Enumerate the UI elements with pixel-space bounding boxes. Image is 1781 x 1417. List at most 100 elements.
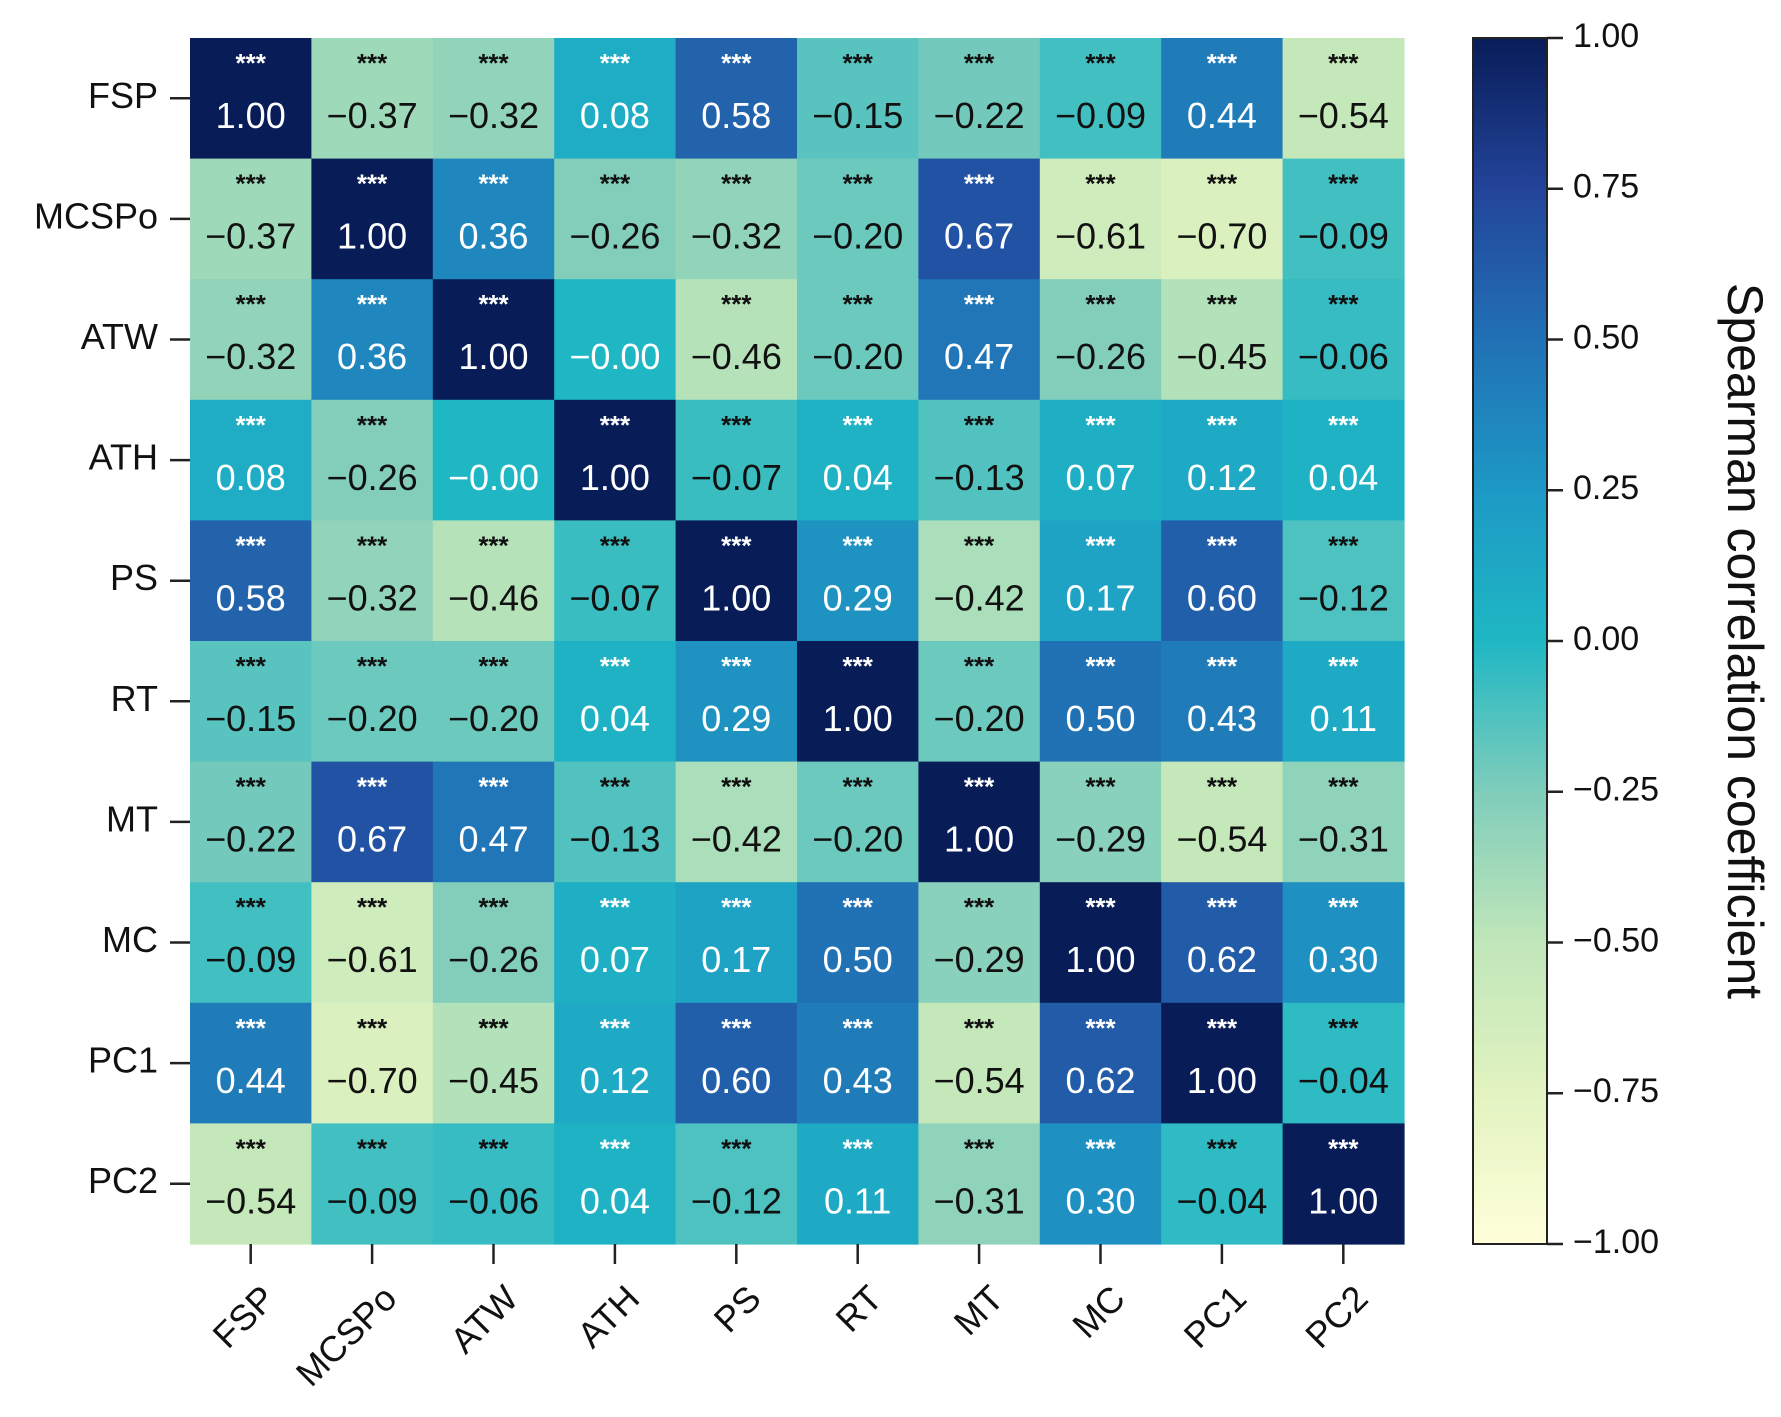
heatmap-cell: *** −0.09 xyxy=(1282,158,1405,280)
significance-stars: *** xyxy=(843,289,874,319)
cell-value-label: 0.44 xyxy=(1187,95,1257,136)
cell-value-label: −0.15 xyxy=(812,95,903,136)
x-tick-label: RT xyxy=(828,1277,890,1339)
heatmap-cell: *** 0.58 xyxy=(190,520,312,642)
heatmap-cell: *** 0.12 xyxy=(554,1002,677,1124)
significance-stars: *** xyxy=(357,1013,388,1043)
significance-stars: *** xyxy=(964,892,995,922)
colorbar: 1.00 0.75 0.50 0.25 0.00 −0.25 −0.50 −0.75 −1.00… xyxy=(1472,17,1773,1261)
cell-value-label: 0.29 xyxy=(701,698,771,739)
cell-value-label: −0.46 xyxy=(448,577,539,618)
significance-stars: *** xyxy=(1085,1013,1116,1043)
heatmap-cell-fill xyxy=(311,399,434,521)
heatmap-cell: *** −0.54 xyxy=(190,1123,312,1245)
cell-value-label: −0.61 xyxy=(327,939,418,980)
colorbar-tick-label: −0.25 xyxy=(1573,771,1659,809)
heatmap-cell-fill xyxy=(918,158,1041,280)
cell-value-label: −0.31 xyxy=(1298,819,1389,860)
cell-value-label: −0.42 xyxy=(934,577,1025,618)
colorbar-tick-label: 0.50 xyxy=(1573,318,1639,356)
heatmap-cell: *** −0.20 xyxy=(918,641,1041,763)
cell-value-label: 0.04 xyxy=(580,698,650,739)
heatmap-cell-fill xyxy=(675,1002,798,1124)
heatmap-cells: ***1.00***−0.37***−0.32***0.08***0.58***… xyxy=(190,38,1405,1245)
significance-stars: *** xyxy=(721,530,752,560)
significance-stars: *** xyxy=(600,410,631,440)
heatmap-cell: −0.00 xyxy=(432,399,555,521)
significance-stars: *** xyxy=(843,651,874,681)
cell-value-label: −0.04 xyxy=(1176,1180,1267,1221)
heatmap-cell-fill xyxy=(675,158,798,280)
heatmap-cell-fill xyxy=(1161,158,1284,280)
significance-stars: *** xyxy=(843,1133,874,1163)
cell-value-label: 0.08 xyxy=(216,457,286,498)
cell-value-label: −0.54 xyxy=(205,1180,296,1221)
heatmap-cell-fill xyxy=(797,1002,919,1124)
heatmap-cell-fill xyxy=(554,38,677,160)
colorbar-ticks: 1.00 0.75 0.50 0.25 0.00 −0.25 −0.50 −0.75 −1.00 xyxy=(1547,17,1659,1261)
heatmap-cell: *** −0.20 xyxy=(432,641,555,763)
y-tick-label: MT xyxy=(106,798,158,839)
significance-stars: *** xyxy=(236,169,267,199)
significance-stars: *** xyxy=(236,892,267,922)
significance-stars: *** xyxy=(478,651,509,681)
colorbar-tick-label: 0.25 xyxy=(1573,469,1639,507)
heatmap-cell-fill xyxy=(918,1002,1041,1124)
significance-stars: *** xyxy=(1207,169,1238,199)
heatmap-cell-fill xyxy=(1039,761,1162,883)
cell-value-label: −0.37 xyxy=(327,95,418,136)
heatmap-cell-fill xyxy=(918,520,1041,642)
heatmap-cell: *** 0.50 xyxy=(797,882,919,1004)
significance-stars: *** xyxy=(478,892,509,922)
significance-stars: *** xyxy=(357,410,388,440)
significance-stars: *** xyxy=(964,410,995,440)
heatmap-cell-fill xyxy=(1282,279,1405,401)
cell-value-label: −0.07 xyxy=(691,457,782,498)
heatmap-cell: *** 0.11 xyxy=(797,1123,919,1245)
significance-stars: *** xyxy=(843,892,874,922)
heatmap-cell-fill xyxy=(797,761,919,883)
heatmap-cell: *** −0.61 xyxy=(311,882,434,1004)
heatmap-cell: *** −0.22 xyxy=(918,38,1041,160)
significance-stars: *** xyxy=(1085,410,1116,440)
heatmap-cell: *** −0.20 xyxy=(797,761,919,883)
colorbar-tick-label: −0.75 xyxy=(1573,1072,1659,1110)
heatmap-cell: *** 1.00 xyxy=(1039,882,1162,1004)
heatmap-cell: *** −0.70 xyxy=(311,1002,434,1124)
x-tick-label: MT xyxy=(946,1277,1012,1343)
heatmap-cell: *** −0.12 xyxy=(1282,520,1405,642)
heatmap-cell-fill xyxy=(190,399,312,521)
cell-value-label: 1.00 xyxy=(458,336,528,377)
heatmap-cell-fill xyxy=(554,520,677,642)
cell-value-label: −0.20 xyxy=(812,819,903,860)
heatmap-cell: *** 1.00 xyxy=(311,158,434,280)
heatmap-cell: *** −0.54 xyxy=(1161,761,1284,883)
heatmap-cell-fill xyxy=(1039,520,1162,642)
heatmap-cell: *** −0.31 xyxy=(1282,761,1405,883)
cell-value-label: −0.20 xyxy=(812,336,903,377)
cell-value-label: −0.22 xyxy=(205,819,296,860)
colorbar-label: Spearman correlation coefficient xyxy=(1717,283,1773,999)
significance-stars: *** xyxy=(600,169,631,199)
heatmap-cell: *** 0.44 xyxy=(1161,38,1284,160)
heatmap-cell-fill xyxy=(1282,158,1405,280)
heatmap-cell-fill xyxy=(554,279,677,401)
cell-value-label: 1.00 xyxy=(1308,1180,1378,1221)
colorbar-tick-label: 1.00 xyxy=(1573,17,1639,55)
heatmap-cell-fill xyxy=(311,882,434,1004)
significance-stars: *** xyxy=(478,289,509,319)
significance-stars: *** xyxy=(964,289,995,319)
heatmap-cell: *** 0.43 xyxy=(797,1002,919,1124)
heatmap-cell: *** −0.32 xyxy=(311,520,434,642)
heatmap-cell: *** 1.00 xyxy=(1161,1002,1284,1124)
cell-value-label: 1.00 xyxy=(823,698,893,739)
significance-stars: *** xyxy=(1328,48,1359,78)
heatmap-cell-fill xyxy=(311,761,434,883)
heatmap-cell-fill xyxy=(311,38,434,160)
heatmap-cell: *** 0.29 xyxy=(797,520,919,642)
cell-value-label: −0.70 xyxy=(327,1060,418,1101)
heatmap-cell-fill xyxy=(190,761,312,883)
significance-stars: *** xyxy=(1207,892,1238,922)
significance-stars: *** xyxy=(1328,651,1359,681)
